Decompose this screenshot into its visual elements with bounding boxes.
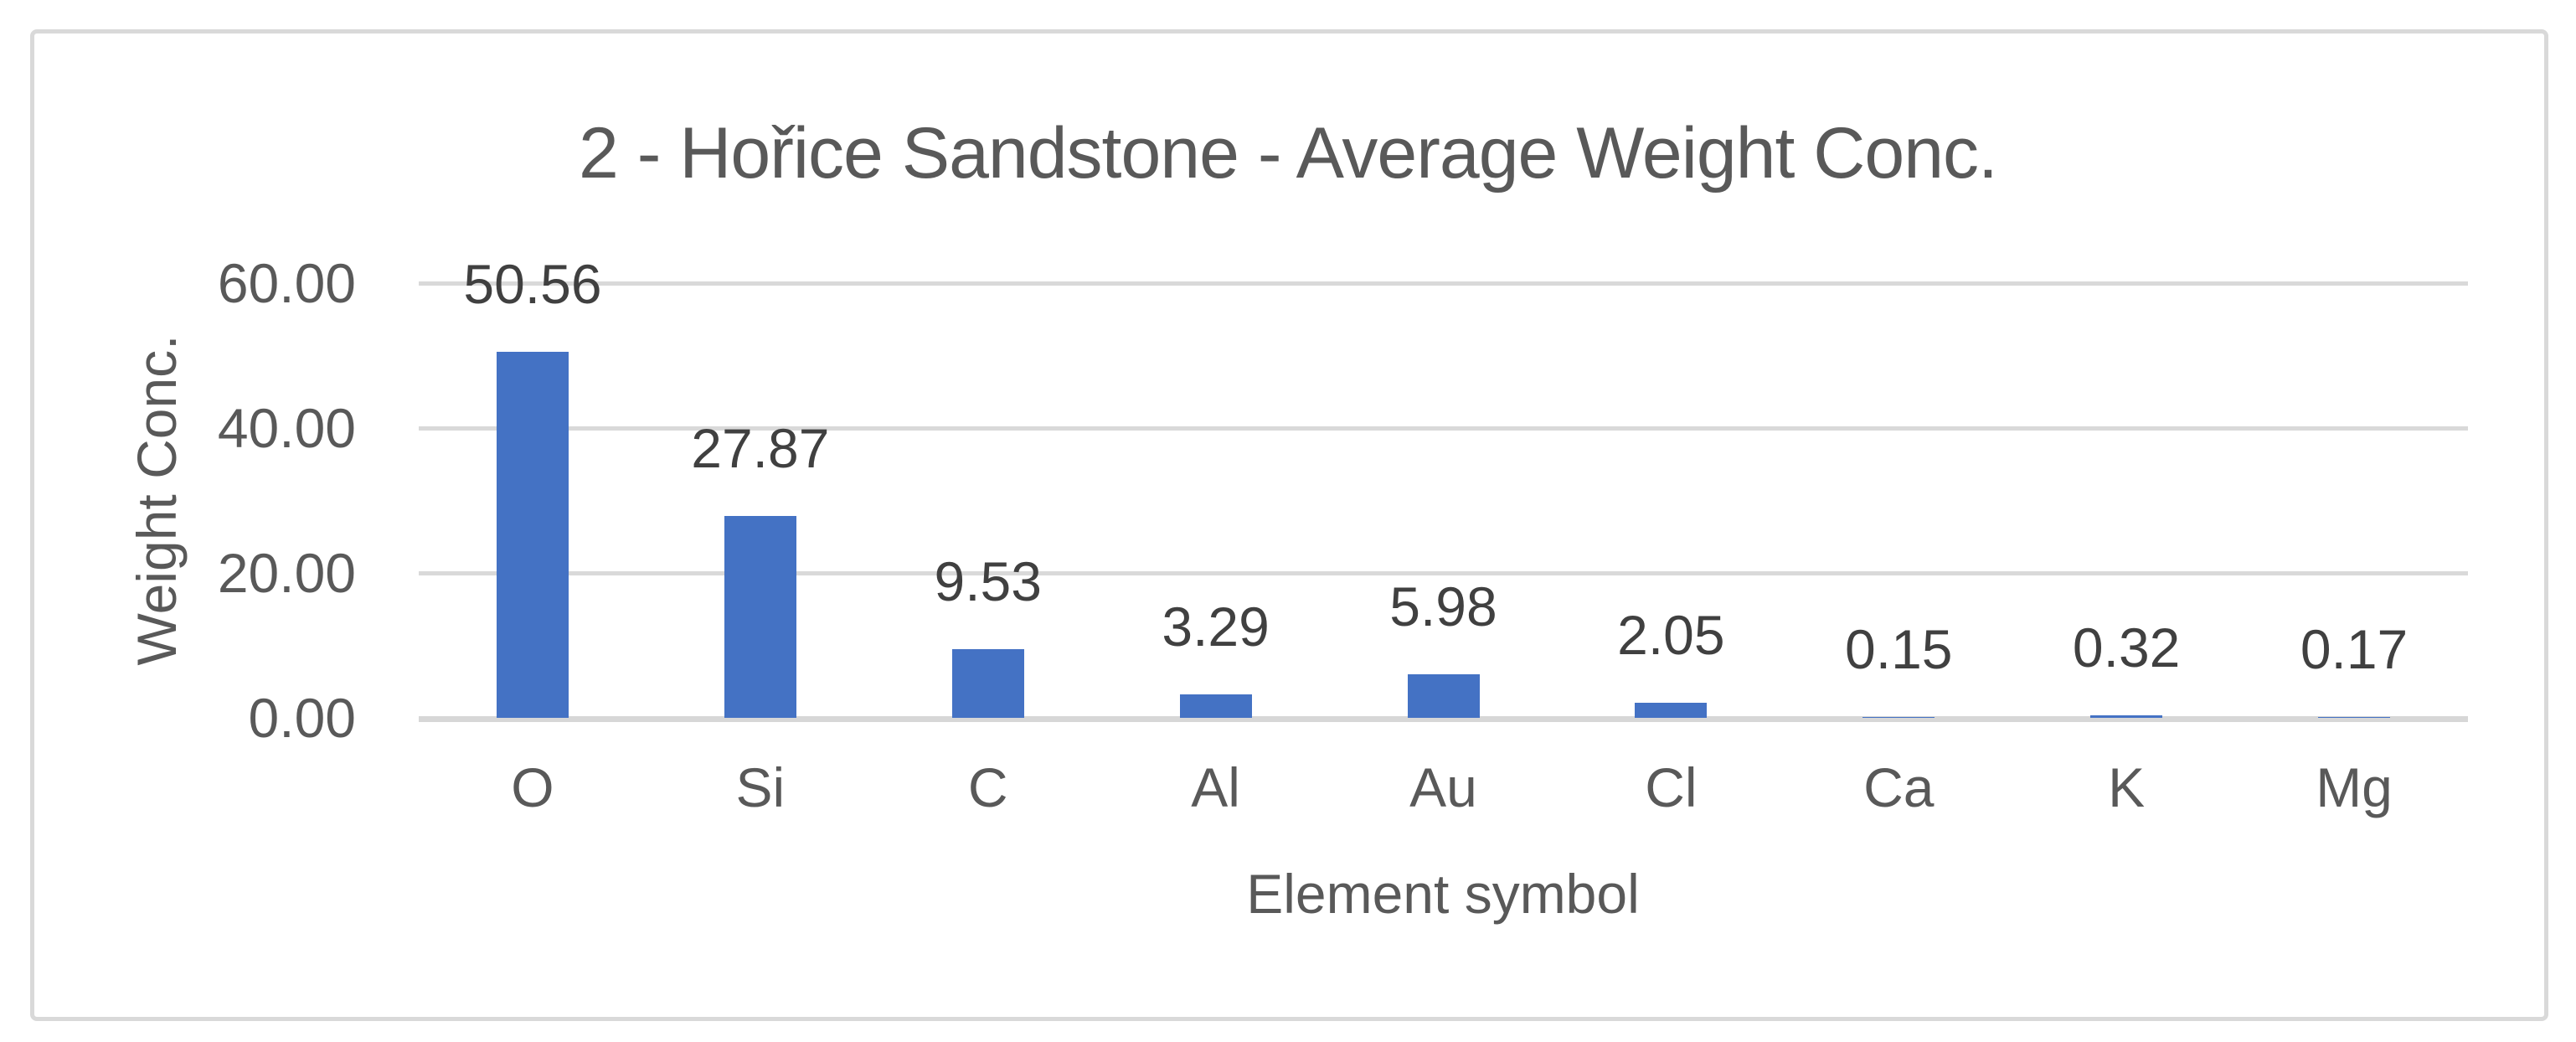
bar-data-label-Si: 27.87 (691, 417, 830, 479)
category-label-Cl: Cl (1645, 756, 1698, 818)
x-axis-line (419, 716, 2468, 722)
bar-C (951, 649, 1024, 718)
bar-K (2090, 715, 2163, 718)
bar-data-label-C: 9.53 (934, 550, 1042, 612)
bar-Ca (1862, 717, 1935, 718)
bar-Mg (2318, 717, 2391, 718)
bar-Al (1179, 694, 1252, 718)
category-label-O: O (511, 756, 554, 818)
category-label-Al: Al (1191, 756, 1240, 818)
gridline (419, 426, 2468, 431)
category-label-C: C (967, 756, 1008, 818)
category-label-Mg: Mg (2316, 756, 2393, 818)
gridline (419, 571, 2468, 575)
chart-title: 2 - Hořice Sandstone - Average Weight Co… (579, 113, 1998, 193)
chart-frame-border (30, 29, 2548, 1021)
bar-data-label-Au: 5.98 (1389, 575, 1497, 637)
x-axis-title: Element symbol (1246, 863, 1640, 925)
bar-O (496, 352, 569, 718)
bar-data-label-K: 0.32 (2072, 616, 2181, 678)
bar-Si (724, 516, 796, 718)
category-label-Au: Au (1409, 756, 1477, 818)
category-label-K: K (2108, 756, 2146, 818)
bar-data-label-Ca: 0.15 (1845, 618, 1953, 680)
bar-data-label-Mg: 0.17 (2300, 618, 2409, 680)
gridline (419, 281, 2468, 286)
bar-data-label-Cl: 2.05 (1617, 604, 1725, 666)
bar-Au (1407, 674, 1480, 718)
y-tick-label: 0.00 (248, 687, 356, 749)
y-tick-label: 60.00 (217, 252, 356, 314)
plot-area: 50.56 27.87 9.53 3.29 5.98 2.05 0.15 0.32 0.17 (419, 255, 2468, 722)
y-tick-label: 20.00 (217, 542, 356, 604)
bar-data-label-Al: 3.29 (1162, 596, 1270, 658)
bar-data-label-O: 50.56 (463, 253, 602, 315)
y-axis-title: Weight Conc. (126, 334, 188, 666)
category-label-Ca: Ca (1863, 756, 1935, 818)
bar-Cl (1635, 703, 1708, 718)
y-tick-label: 40.00 (217, 397, 356, 459)
category-label-Si: Si (735, 756, 786, 818)
